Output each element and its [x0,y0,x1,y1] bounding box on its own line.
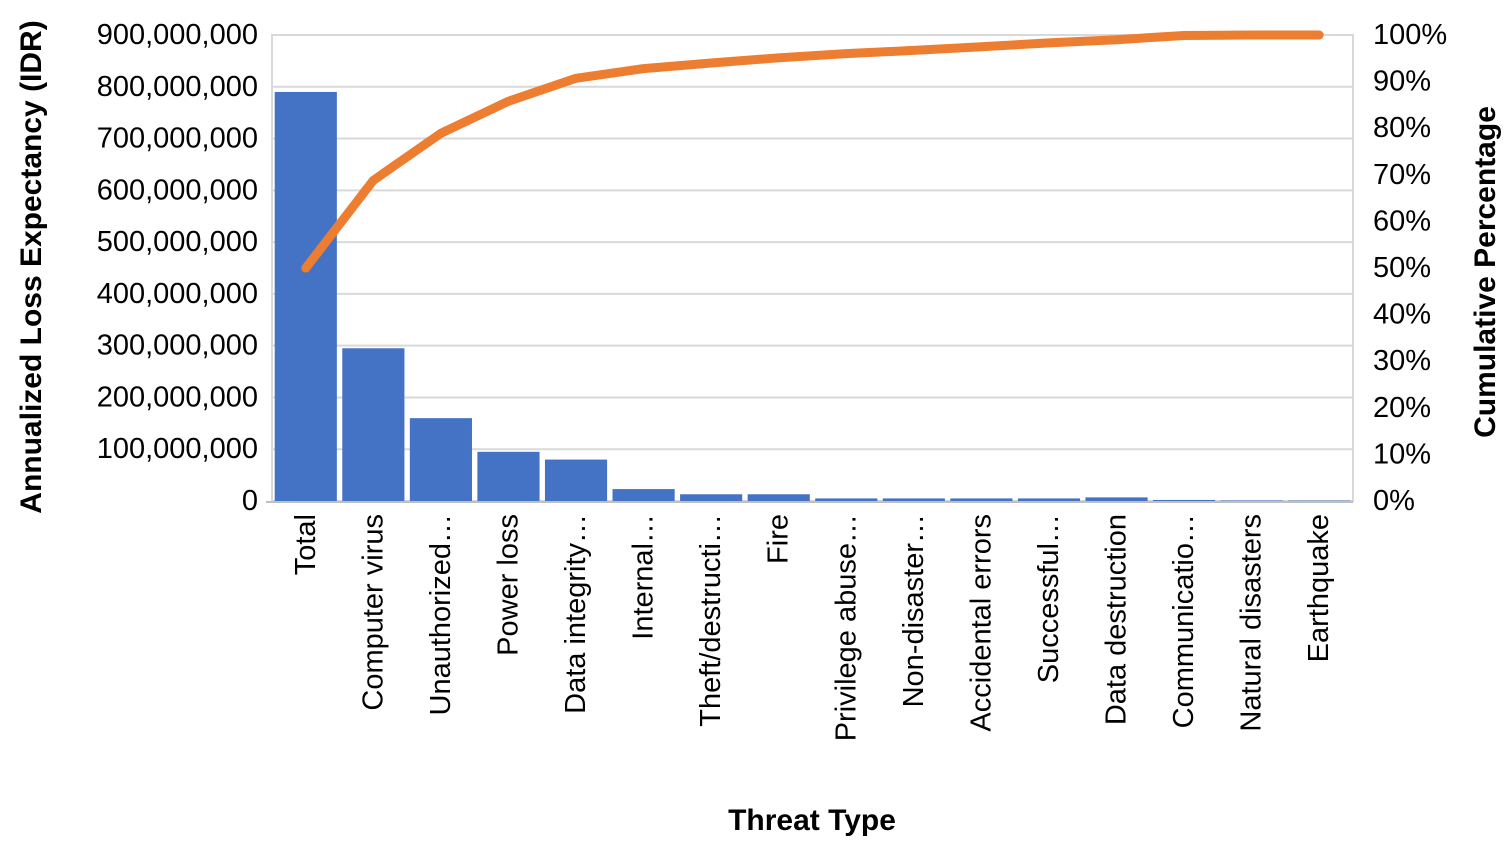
right-axis-tick-label: 0% [1373,485,1415,517]
right-axis-tick-label: 100% [1373,19,1447,51]
left-axis-tick-label: 200,000,000 [97,381,258,413]
bar-6 [680,494,743,501]
right-axis-tick-label: 40% [1373,299,1431,331]
category-label-15: Earthquake [1303,514,1335,662]
right-axis-tick-label: 50% [1373,252,1431,284]
cumulative-line [301,30,1324,273]
left-axis-tick-label: 400,000,000 [97,278,258,310]
right-axis-tick-label: 20% [1373,392,1431,424]
left-axis-tick-label: 500,000,000 [97,226,258,258]
category-label-10: Accidental errors [965,514,997,732]
bar-1 [342,348,405,501]
category-label-14: Natural disasters [1236,514,1268,732]
left-axis-tick-label: 800,000,000 [97,71,258,103]
right-axis-tick-label: 30% [1373,345,1431,377]
left-axis-tick-label: 700,000,000 [97,123,258,155]
category-label-8: Privilege abuse… [830,514,862,741]
category-label-5: Internal… [628,514,660,640]
bar-7 [747,494,810,501]
right-axis-tick-label: 80% [1373,112,1431,144]
right-axis-tick-label: 90% [1373,66,1431,98]
category-label-9: Non-disaster… [898,514,930,707]
right-axis-tick-label: 60% [1373,205,1431,237]
bar-8 [815,498,878,501]
bar-11 [1017,498,1081,501]
category-label-4: Data integrity… [560,514,592,714]
left-axis-tick-label: 100,000,000 [97,433,258,465]
left-axis-tick-label: 900,000,000 [97,19,258,51]
category-label-11: Successful… [1033,514,1065,683]
category-label-13: Communicatio… [1168,514,1200,728]
right-axis-tick-label: 70% [1373,159,1431,191]
right-axis-title: Cumulative Percentage [1469,106,1502,438]
bar-9 [882,498,945,501]
bar-13 [1153,499,1216,501]
bar-12 [1085,497,1148,501]
category-label-1: Computer virus [357,514,389,711]
left-axis-tick-label: 0 [242,485,258,517]
right-axis-tick-label: 10% [1373,438,1431,470]
left-axis-tick-label: 600,000,000 [97,174,258,206]
category-label-2: Unauthorized… [425,514,457,716]
x-axis-title: Threat Type [728,804,896,837]
category-label-6: Theft/destructi… [695,514,727,727]
left-axis-title: Annualized Loss Expectancy (IDR) [15,20,48,514]
bar-0 [274,91,337,501]
bar-14 [1220,500,1283,501]
category-label-12: Data destruction [1101,514,1133,725]
bar-2 [409,418,472,501]
bar-4 [544,459,608,501]
category-label-3: Power loss [492,514,524,656]
left-axis-tick-label: 300,000,000 [97,330,258,362]
category-label-0: Total [290,514,322,575]
bar-3 [477,451,540,501]
bar-5 [612,489,675,501]
category-label-7: Fire [763,514,795,564]
bar-10 [950,498,1013,501]
